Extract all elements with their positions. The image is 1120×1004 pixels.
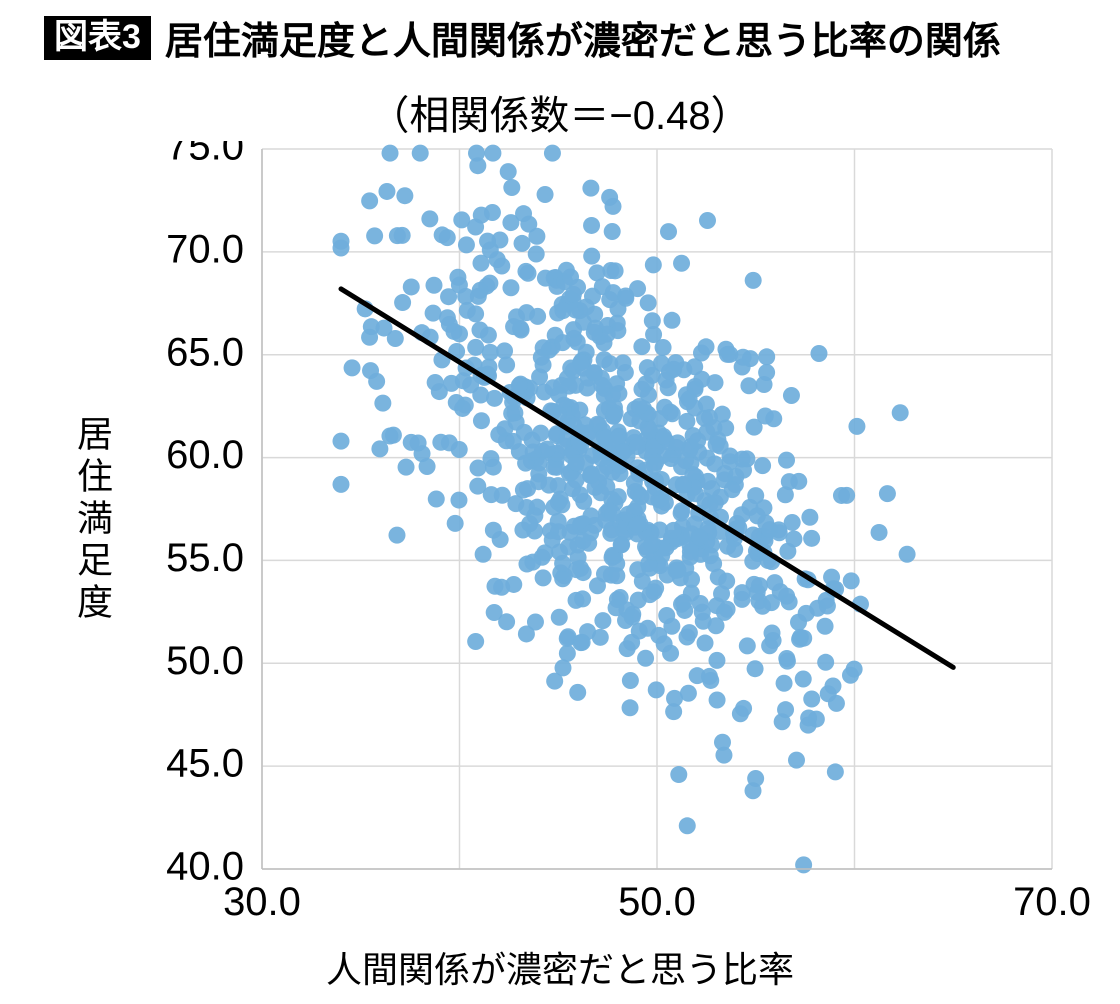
chart-area: 居住満足度 40.045.050.055.060.065.070.075.030… [30,141,1090,941]
figure-subtitle: （相関係数＝−0.48） [0,83,1120,141]
figure-badge: 図表3 [44,16,151,60]
x-tick-label: 70.0 [1013,880,1090,924]
y-axis-label: 居住満足度 [66,415,118,625]
y-tick-label: 50.0 [166,639,244,683]
y-tick-label: 60.0 [166,433,244,477]
x-tick-label: 30.0 [223,880,301,924]
y-tick-label: 55.0 [166,536,244,580]
y-tick-label: 45.0 [166,742,244,786]
scatter-chart: 40.045.050.055.060.065.070.075.030.050.0… [30,141,1090,941]
x-tick-label: 50.0 [618,880,696,924]
x-axis-label: 人間関係が濃密だと思う比率 [0,941,1120,993]
y-tick-label: 75.0 [166,141,244,169]
figure-title: 居住満足度と人間関係が濃密だと思う比率の関係 [165,10,1001,65]
y-tick-label: 65.0 [166,330,244,374]
y-tick-label: 70.0 [166,227,244,271]
figure-container: 図表3 居住満足度と人間関係が濃密だと思う比率の関係 （相関係数＝−0.48） … [0,0,1120,1004]
figure-header: 図表3 居住満足度と人間関係が濃密だと思う比率の関係 [0,10,1120,65]
